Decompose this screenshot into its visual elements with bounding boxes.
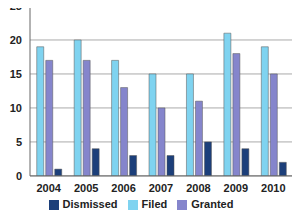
- svg-text:10: 10: [10, 102, 22, 114]
- svg-text:2006: 2006: [111, 182, 135, 194]
- svg-text:2004: 2004: [36, 182, 61, 194]
- svg-text:2008: 2008: [186, 182, 210, 194]
- svg-text:0: 0: [16, 170, 22, 182]
- svg-text:2005: 2005: [74, 182, 98, 194]
- html-text:Granted: Granted: [191, 197, 234, 210]
- svg-text:5: 5: [16, 136, 22, 148]
- svg-text:25: 25: [10, 8, 22, 12]
- html-text:Dismissed: Dismissed: [62, 197, 118, 210]
- html-text:Filed: Filed: [141, 197, 168, 210]
- svg-text:20: 20: [10, 34, 22, 46]
- svg-text:2009: 2009: [224, 182, 248, 194]
- svg-text:2007: 2007: [149, 182, 173, 194]
- svg-text:2010: 2010: [261, 182, 285, 194]
- svg-text:15: 15: [10, 68, 22, 80]
